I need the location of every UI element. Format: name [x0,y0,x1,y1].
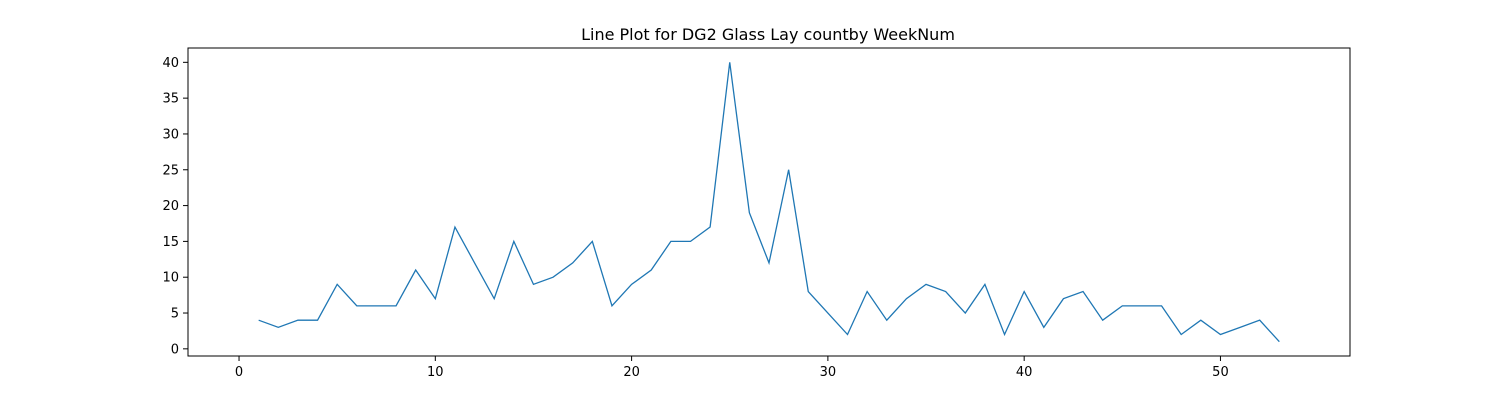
y-tick-label: 15 [162,235,179,250]
y-tick-label: 35 [162,92,179,107]
y-tick-label: 40 [162,56,179,71]
y-tick-label: 5 [171,307,179,322]
x-tick-label: 50 [1212,365,1229,380]
y-tick-label: 10 [162,271,179,286]
y-axis: 0 5 10 15 20 25 30 35 40 [162,56,188,357]
x-axis: 0 10 20 30 40 50 [235,356,1229,380]
x-tick-label: 30 [820,365,837,380]
y-tick-label: 0 [171,342,179,357]
y-tick-label: 30 [162,127,179,142]
series-layer [258,62,1280,343]
chart-title: Line Plot for DG2 Glass Lay countby Week… [581,25,955,44]
y-tick-label: 25 [162,163,179,178]
x-tick-label: 10 [427,365,444,380]
x-tick-label: 20 [623,365,640,380]
x-tick-label: 40 [1016,365,1033,380]
x-tick-label: 0 [235,365,243,380]
y-tick-label: 20 [162,199,179,214]
series-line [258,62,1280,343]
plot-frame [187,47,1351,357]
